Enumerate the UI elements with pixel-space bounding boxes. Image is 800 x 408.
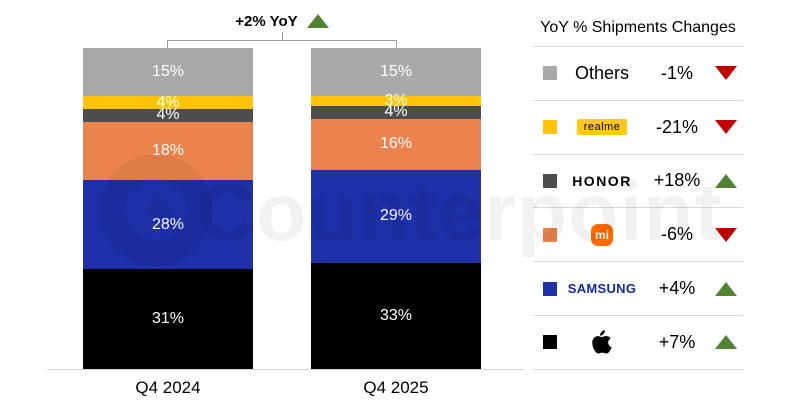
legend-swatch-others xyxy=(543,66,557,81)
bar-segment-xiaomi: 16% xyxy=(311,118,481,170)
honor-change-value: +18% xyxy=(653,170,701,191)
x-axis-label-q4-2024: Q4 2024 xyxy=(135,378,201,397)
triangle-down-icon xyxy=(715,227,737,242)
yoy-annotation: +2% YoY xyxy=(182,11,382,31)
xiaomi-change-value: -6% xyxy=(660,224,693,245)
legend-swatch-realme xyxy=(543,120,557,135)
bar-segment-realme: 4% xyxy=(83,93,253,111)
legend-panel: YoY % Shipments Changes Others -1% realm… xyxy=(533,0,743,370)
x-axis-label-q4-2025: Q4 2025 xyxy=(363,378,429,397)
bar-segment-samsung: 29% xyxy=(311,169,481,264)
bar-segment-label: 15% xyxy=(379,63,413,81)
bar-segment-label: 4% xyxy=(384,103,408,121)
bar-segment-samsung: 28% xyxy=(83,179,253,270)
stacked-bar-q4-2024: 15% 4% 4% 18% 28% 31% xyxy=(83,48,253,369)
legend-row-xiaomi: mi -6% xyxy=(533,207,743,261)
legend-swatch-honor xyxy=(543,173,557,188)
legend-swatch-samsung xyxy=(543,281,557,296)
yoy-total-label: +2% YoY xyxy=(235,12,298,30)
samsung-logo: SAMSUNG xyxy=(567,281,637,297)
bar-segment-xiaomi: 18% xyxy=(83,121,253,180)
realme-logo: realme xyxy=(576,119,628,136)
legend-title: YoY % Shipments Changes xyxy=(540,19,736,36)
honor-logo: HONOR xyxy=(572,172,632,189)
apple-logo-icon xyxy=(592,329,612,355)
bar-segment-label: 31% xyxy=(151,310,185,328)
bracket-left-tick xyxy=(167,40,168,48)
bar-segment-label: 15% xyxy=(151,63,185,81)
bracket-right-tick xyxy=(396,40,397,48)
legend-swatch-xiaomi xyxy=(543,227,557,242)
triangle-up-icon xyxy=(715,281,737,296)
bar-segment-label: 3% xyxy=(384,91,408,109)
triangle-up-icon xyxy=(715,173,737,188)
apple-change-value: +7% xyxy=(658,331,696,352)
legend-row-apple: +7% xyxy=(533,314,743,369)
legend-row-samsung: SAMSUNG +4% xyxy=(533,261,743,315)
bar-segment-label: 16% xyxy=(379,135,413,153)
bar-segment-label: 29% xyxy=(379,207,413,225)
stacked-bar-q4-2025: 15% 3% 4% 16% 29% 33% xyxy=(311,48,481,369)
bar-segment-apple: 31% xyxy=(83,269,253,369)
bar-segment-others: 15% xyxy=(83,48,253,97)
bar-segment-realme: 3% xyxy=(311,91,481,109)
others-change-value: -1% xyxy=(660,62,693,83)
others-label: Others xyxy=(574,62,630,83)
bar-segment-honor: 4% xyxy=(83,106,253,124)
realme-change-value: -21% xyxy=(655,116,699,137)
bar-segment-honor: 4% xyxy=(311,103,481,121)
triangle-up-icon xyxy=(306,14,329,28)
bar-segment-others: 15% xyxy=(311,48,481,97)
bar-segment-label: 18% xyxy=(151,141,185,159)
bar-segment-label: 33% xyxy=(379,306,413,324)
xiaomi-logo-icon: mi xyxy=(591,223,613,246)
legend-row-honor: HONOR +18% xyxy=(533,153,743,208)
legend-swatch-apple xyxy=(543,335,557,350)
x-axis-line xyxy=(47,369,525,370)
bar-segment-label: 28% xyxy=(151,215,185,233)
bar-segment-label: 4% xyxy=(156,106,180,124)
bar-segment-apple: 33% xyxy=(311,263,481,369)
triangle-up-icon xyxy=(715,335,737,350)
legend-row-realme: realme -21% xyxy=(533,99,743,154)
bar-segment-label: 4% xyxy=(156,93,180,111)
triangle-down-icon xyxy=(715,120,737,135)
legend-row-others: Others -1% xyxy=(533,46,743,100)
bracket-middle-tick xyxy=(282,32,283,41)
triangle-down-icon xyxy=(715,66,737,81)
samsung-change-value: +4% xyxy=(658,278,696,299)
